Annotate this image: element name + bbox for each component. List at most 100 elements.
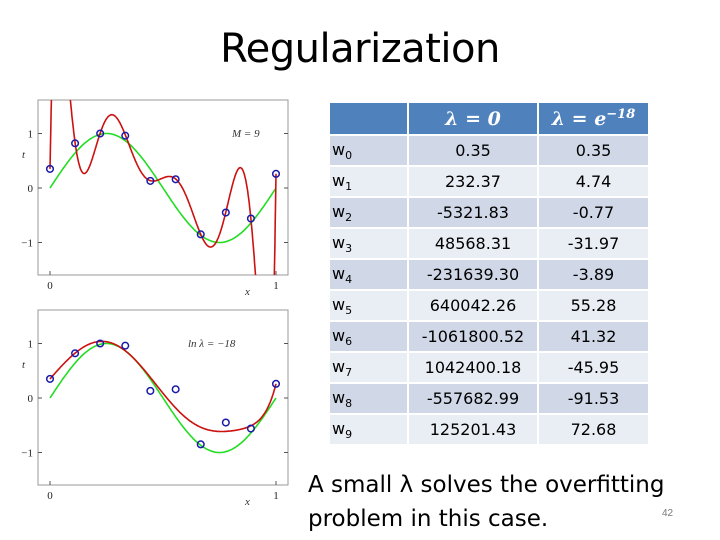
y-tick-label: −1 — [21, 448, 33, 460]
weight-name: w9 — [330, 415, 407, 444]
value-lambda-zero: 1042400.18 — [409, 353, 537, 382]
weight-index: 9 — [345, 427, 353, 441]
data-point — [96, 129, 105, 138]
x-tick-label: 1 — [273, 490, 279, 502]
weight-index: 5 — [345, 303, 353, 317]
value-lambda-small: -3.89 — [539, 260, 648, 289]
value-lambda-small: 72.68 — [539, 415, 648, 444]
weight-symbol: w — [332, 170, 346, 190]
polynomial-fit-curve — [49, 100, 277, 275]
weight-index: 2 — [345, 210, 353, 224]
data-point — [196, 440, 205, 449]
value-lambda-zero: -1061800.52 — [409, 322, 537, 351]
x-tick-label: 1 — [273, 280, 279, 292]
weight-name: w1 — [330, 167, 407, 196]
weight-name: w3 — [330, 229, 407, 258]
y-tick-label: 1 — [28, 129, 34, 141]
data-point — [71, 139, 80, 148]
weights-table: λ = 0 λ = e−18 w0 0.35 0.35 w1 232.37 4.7… — [328, 101, 650, 446]
value-lambda-small: 55.28 — [539, 291, 648, 320]
slide-title: Regularization — [220, 26, 500, 72]
table-header-row: λ = 0 λ = e−18 — [330, 103, 648, 134]
weight-symbol: w — [332, 325, 346, 345]
value-lambda-zero: -557682.99 — [409, 384, 537, 413]
weight-symbol: w — [332, 232, 346, 252]
weight-symbol: w — [332, 418, 346, 438]
weight-name: w7 — [330, 353, 407, 382]
table-row: w9 125201.43 72.68 — [330, 415, 648, 444]
weight-index: 3 — [345, 241, 353, 255]
table-row: w6 -1061800.52 41.32 — [330, 322, 648, 351]
data-point — [171, 175, 180, 184]
data-point — [271, 169, 281, 178]
page-number: 42 — [662, 508, 674, 519]
value-lambda-small: -45.95 — [539, 353, 648, 382]
data-point — [45, 374, 55, 383]
value-lambda-zero: -5321.83 — [409, 198, 537, 227]
weight-index: 8 — [345, 396, 353, 410]
y-tick-label: 1 — [28, 339, 34, 351]
weight-symbol: w — [332, 387, 346, 407]
y-tick-label: 0 — [28, 183, 34, 195]
y-axis-label: t — [22, 359, 26, 371]
value-lambda-small: 0.35 — [539, 136, 648, 165]
data-point — [196, 230, 205, 239]
value-lambda-zero: -231639.30 — [409, 260, 537, 289]
table-row: w7 1042400.18 -45.95 — [330, 353, 648, 382]
weight-index: 7 — [345, 365, 353, 379]
data-point — [221, 418, 230, 427]
plot-0: 1 0 −1 0 1 x t M = 9 — [21, 99, 289, 298]
y-tick-label: 0 — [28, 393, 34, 405]
value-lambda-zero: 640042.26 — [409, 291, 537, 320]
weight-index: 6 — [345, 334, 353, 348]
data-point — [171, 385, 180, 394]
value-lambda-small: 41.32 — [539, 322, 648, 351]
data-point — [221, 208, 230, 217]
data-point — [96, 339, 105, 348]
data-point — [121, 341, 130, 350]
table-row: w0 0.35 0.35 — [330, 136, 648, 165]
weight-symbol: w — [332, 356, 346, 376]
plot-annotation: M = 9 — [231, 128, 260, 140]
data-point — [121, 131, 130, 140]
weight-name: w8 — [330, 384, 407, 413]
slide-caption: A small λ solves the overfitting problem… — [308, 472, 665, 532]
header-lambda-small: λ = e−18 — [539, 103, 648, 134]
plot-annotation: ln λ = −18 — [188, 338, 236, 350]
data-point — [146, 386, 155, 395]
header-lambda-small-base: λ = e — [551, 108, 607, 130]
weight-symbol: w — [332, 201, 346, 221]
weight-name: w4 — [330, 260, 407, 289]
weight-index: 0 — [345, 148, 353, 162]
table-row: w2 -5321.83 -0.77 — [330, 198, 648, 227]
data-point — [45, 164, 55, 173]
weight-name: w6 — [330, 322, 407, 351]
x-tick-label: 0 — [47, 280, 53, 292]
weight-name: w5 — [330, 291, 407, 320]
true-sine-curve — [49, 132, 277, 244]
weight-name: w2 — [330, 198, 407, 227]
value-lambda-zero: 125201.43 — [409, 415, 537, 444]
value-lambda-zero: 232.37 — [409, 167, 537, 196]
y-axis-label: t — [22, 149, 26, 161]
polynomial-fit-curve — [49, 340, 277, 433]
weight-index: 1 — [345, 179, 353, 193]
data-point — [246, 424, 255, 433]
value-lambda-zero: 48568.31 — [409, 229, 537, 258]
value-lambda-small: -0.77 — [539, 198, 648, 227]
header-blank — [330, 103, 407, 134]
table-row: w3 48568.31 -31.97 — [330, 229, 648, 258]
value-lambda-zero: 0.35 — [409, 136, 537, 165]
value-lambda-small: 4.74 — [539, 167, 648, 196]
table-row: w1 232.37 4.74 — [330, 167, 648, 196]
x-tick-label: 0 — [47, 490, 53, 502]
data-point — [246, 214, 255, 223]
x-axis-label: x — [244, 286, 250, 298]
data-point — [146, 176, 155, 185]
header-lambda-zero: λ = 0 — [409, 103, 537, 134]
header-lambda-small-exponent: −18 — [606, 107, 636, 122]
weight-symbol: w — [332, 263, 346, 283]
data-point — [271, 379, 281, 388]
value-lambda-small: -91.53 — [539, 384, 648, 413]
